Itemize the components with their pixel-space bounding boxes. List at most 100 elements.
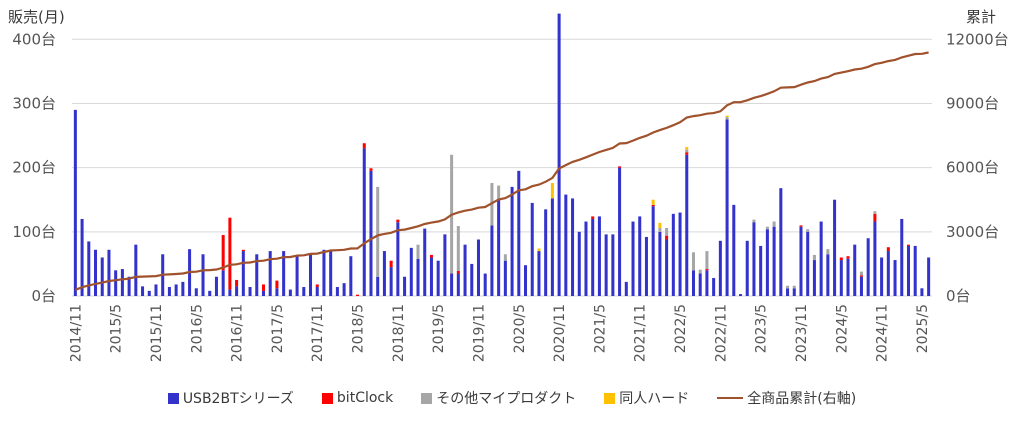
left-tick-label: 0台 xyxy=(31,287,56,305)
legend-label-usb2bt: USB2BTシリーズ xyxy=(182,391,294,407)
bar-usb2bt xyxy=(100,257,104,296)
bar-usb2bt xyxy=(577,231,581,296)
bar-usb2bt xyxy=(678,212,682,296)
bar-other-products xyxy=(812,254,816,261)
bar-usb2bt xyxy=(705,270,709,296)
bar-bitclock xyxy=(221,235,225,271)
bar-usb2bt xyxy=(671,213,675,296)
bar-usb2bt xyxy=(651,206,655,296)
bar-other-products xyxy=(665,227,669,236)
x-tick-label: 2015/11 xyxy=(149,304,165,362)
bar-usb2bt xyxy=(221,270,225,296)
bar-bitclock xyxy=(362,143,366,149)
bar-usb2bt xyxy=(382,251,386,296)
bar-usb2bt xyxy=(322,249,326,296)
bar-usb2bt xyxy=(631,221,635,296)
bar-other-products xyxy=(772,221,776,227)
bar-usb2bt xyxy=(167,287,171,296)
bar-doujin-hard xyxy=(725,115,729,117)
bar-other-products xyxy=(416,244,420,259)
bar-usb2bt xyxy=(181,281,185,296)
bar-other-products xyxy=(826,249,830,255)
bar-usb2bt xyxy=(819,221,823,296)
bar-usb2bt xyxy=(900,218,904,296)
x-tick-label: 2015/5 xyxy=(109,304,125,353)
bar-usb2bt xyxy=(530,202,534,296)
bar-usb2bt xyxy=(866,238,870,296)
bar-bitclock xyxy=(859,275,863,277)
bar-usb2bt xyxy=(73,109,77,296)
bar-other-products xyxy=(752,219,756,223)
bar-bitclock xyxy=(665,235,669,240)
bar-usb2bt xyxy=(644,236,648,296)
legend-item-usb2bt: USB2BTシリーズ xyxy=(167,388,294,408)
bar-usb2bt xyxy=(369,170,373,296)
bar-bitclock xyxy=(228,217,232,290)
x-tick-label: 2017/11 xyxy=(310,304,326,362)
bar-doujin-hard xyxy=(651,199,655,205)
bar-usb2bt xyxy=(141,286,145,296)
bar-usb2bt xyxy=(624,281,628,296)
bar-usb2bt xyxy=(557,13,561,297)
right-tick-label: 9000台 xyxy=(946,94,999,112)
bar-bitclock xyxy=(685,152,689,155)
bar-usb2bt xyxy=(443,234,447,296)
bar-usb2bt xyxy=(470,263,474,296)
bar-usb2bt xyxy=(490,225,494,296)
bar-usb2bt xyxy=(423,228,427,296)
bar-bitclock xyxy=(839,257,843,261)
bar-bitclock xyxy=(799,225,803,227)
bar-other-products xyxy=(376,186,380,277)
bar-usb2bt xyxy=(833,199,837,296)
bar-usb2bt xyxy=(315,287,319,296)
legend-label-doujin-hard: 同人ハード xyxy=(619,391,690,407)
bar-usb2bt xyxy=(584,221,588,296)
bar-other-products xyxy=(503,254,507,261)
bar-usb2bt xyxy=(235,286,239,296)
bar-bitclock xyxy=(369,168,373,171)
bar-usb2bt xyxy=(416,258,420,296)
bar-usb2bt xyxy=(712,278,716,296)
bar-usb2bt xyxy=(510,186,514,296)
bar-usb2bt xyxy=(725,119,729,296)
bar-usb2bt xyxy=(476,239,480,296)
x-tick-label: 2019/11 xyxy=(471,304,487,362)
bar-usb2bt xyxy=(288,289,292,296)
bar-usb2bt xyxy=(147,290,151,296)
bar-usb2bt xyxy=(779,188,783,296)
right-axis-title: 累計 xyxy=(965,8,996,26)
bar-usb2bt xyxy=(920,288,924,296)
left-tick-label: 300台 xyxy=(12,94,56,112)
bar-bitclock xyxy=(651,204,655,207)
bar-usb2bt xyxy=(812,260,816,296)
bar-usb2bt xyxy=(335,287,339,296)
bar-usb2bt xyxy=(282,251,286,296)
bar-usb2bt xyxy=(718,240,722,296)
bar-bitclock xyxy=(886,247,890,252)
bar-usb2bt xyxy=(537,251,541,296)
right-tick-label: 6000台 xyxy=(946,159,999,177)
bar-usb2bt xyxy=(409,247,413,296)
bar-usb2bt xyxy=(302,287,306,296)
bar-usb2bt xyxy=(806,231,810,296)
bar-usb2bt xyxy=(450,273,454,296)
bar-usb2bt xyxy=(913,245,917,296)
legend-swatch-usb2bt xyxy=(167,392,179,404)
bar-usb2bt xyxy=(261,290,265,296)
bar-other-products xyxy=(859,271,863,276)
bar-other-products xyxy=(698,269,702,274)
bar-usb2bt xyxy=(752,222,756,296)
bar-other-products xyxy=(765,226,769,230)
left-axis-title: 販売(月) xyxy=(8,8,65,26)
bar-usb2bt xyxy=(745,240,749,296)
bar-usb2bt xyxy=(389,267,393,296)
legend: USB2BTシリーズ bitClock その他マイプロダクト 同人ハード 全商品… xyxy=(0,388,1024,408)
bar-other-products xyxy=(873,211,877,214)
bar-usb2bt xyxy=(429,257,433,296)
bar-usb2bt xyxy=(208,290,212,296)
bar-usb2bt xyxy=(846,258,850,296)
x-tick-label: 2017/5 xyxy=(270,304,286,353)
bar-usb2bt xyxy=(134,244,138,296)
